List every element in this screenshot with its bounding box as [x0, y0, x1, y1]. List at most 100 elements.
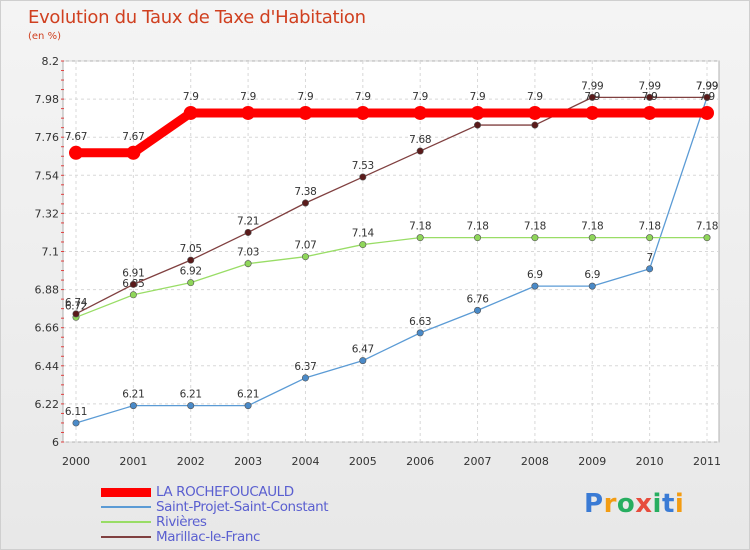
y-tick-label: 8.2 [42, 55, 60, 68]
data-point [416, 329, 424, 337]
data-point [474, 306, 482, 314]
data-label: 7.18 [639, 221, 661, 233]
legend-label: Rivières [156, 514, 207, 530]
data-point [72, 310, 80, 318]
legend-swatch [101, 521, 151, 523]
data-point [187, 402, 195, 410]
series-line [75, 96, 708, 424]
x-tick-label: 2003 [234, 455, 262, 468]
data-label: 7.9 [412, 91, 428, 103]
legend-swatch [101, 488, 151, 497]
y-tick-label: 7.98 [35, 93, 60, 106]
data-label: 7.99 [639, 80, 661, 92]
data-point [474, 234, 482, 242]
data-label: 6.21 [180, 389, 202, 401]
data-label: 7.18 [409, 221, 431, 233]
data-point [69, 145, 83, 160]
data-point [588, 234, 596, 242]
data-label: 6.11 [65, 406, 87, 418]
y-tick-label: 6.66 [35, 322, 60, 335]
y-tick-label: 7.54 [35, 169, 60, 182]
x-tick-label: 2001 [119, 455, 147, 468]
data-label: 7.38 [294, 186, 316, 198]
data-point [301, 199, 309, 207]
y-tick-label: 7.76 [35, 131, 60, 144]
data-point [129, 402, 137, 410]
series-line [71, 108, 712, 158]
x-tick-label: 2006 [406, 455, 434, 468]
data-label: 7.9 [584, 91, 600, 103]
data-point [416, 147, 424, 155]
data-point [126, 145, 141, 160]
logo-letter: x [635, 489, 653, 519]
data-point [129, 291, 137, 299]
data-label: 7.9 [642, 91, 658, 103]
data-point [359, 241, 367, 249]
data-label: 7.9 [183, 91, 199, 103]
data-label: 7.9 [355, 91, 371, 103]
data-label: 7.68 [409, 134, 431, 146]
x-tick-label: 2008 [521, 455, 549, 468]
legend-label: LA ROCHEFOUCAULD [156, 484, 294, 500]
data-point [301, 374, 309, 382]
data-label: 6.74 [65, 297, 88, 309]
data-label: 6.21 [237, 389, 259, 401]
data-point [244, 260, 252, 268]
data-point [588, 93, 596, 101]
data-point [301, 253, 309, 261]
legend-label: Saint-Projet-Saint-Constant [156, 499, 329, 515]
data-label: 7.67 [122, 131, 144, 143]
data-point [531, 282, 539, 290]
data-point [359, 173, 367, 181]
data-point [359, 357, 367, 365]
data-label: 7.21 [237, 215, 259, 227]
data-point [642, 105, 657, 120]
data-point [470, 105, 485, 120]
data-point [244, 228, 252, 236]
data-label: 7.9 [298, 91, 314, 103]
data-point [703, 234, 711, 242]
data-point [646, 93, 654, 101]
data-label: 7.18 [524, 221, 546, 233]
data-label: 7 [646, 252, 652, 264]
data-label: 7.9 [699, 91, 715, 103]
y-tick-label: 6.44 [35, 360, 60, 373]
data-point [183, 105, 198, 120]
data-label: 7.18 [581, 221, 603, 233]
logo-letter: t [661, 489, 675, 519]
data-label: 7.18 [466, 221, 488, 233]
y-tick-label: 6.88 [35, 284, 60, 297]
data-label: 7.67 [65, 131, 87, 143]
x-tick-label: 2000 [62, 455, 90, 468]
data-point [531, 234, 539, 242]
data-label: 6.92 [180, 266, 202, 278]
data-label: 7.07 [294, 240, 316, 252]
legend-swatch [101, 536, 151, 538]
data-label: 7.99 [696, 80, 718, 92]
logo-letter: r [603, 489, 617, 519]
data-label: 6.91 [122, 267, 144, 279]
data-point [588, 282, 596, 290]
data-point [187, 279, 195, 287]
data-point [187, 256, 195, 264]
proxiti-logo: Proxiti [584, 489, 684, 519]
y-tick-label: 6.22 [35, 398, 60, 411]
y-tick-label: 7.32 [35, 207, 60, 220]
data-point [413, 105, 428, 120]
data-label: 6.9 [584, 269, 600, 281]
x-tick-label: 2002 [177, 455, 205, 468]
data-label: 7.9 [240, 91, 256, 103]
data-point [474, 121, 482, 129]
data-point [527, 105, 542, 120]
logo-letter: i [652, 489, 662, 519]
x-tick-label: 2004 [291, 455, 319, 468]
data-label: 6.47 [352, 344, 374, 356]
data-label: 7.9 [527, 91, 543, 103]
x-tick-label: 2009 [578, 455, 606, 468]
unit-label: (en %) [28, 31, 61, 42]
page-title: Evolution du Taux de Taxe d'Habitation [28, 7, 366, 28]
data-point [700, 105, 714, 120]
x-tick-label: 2005 [349, 455, 377, 468]
data-point [531, 121, 539, 129]
